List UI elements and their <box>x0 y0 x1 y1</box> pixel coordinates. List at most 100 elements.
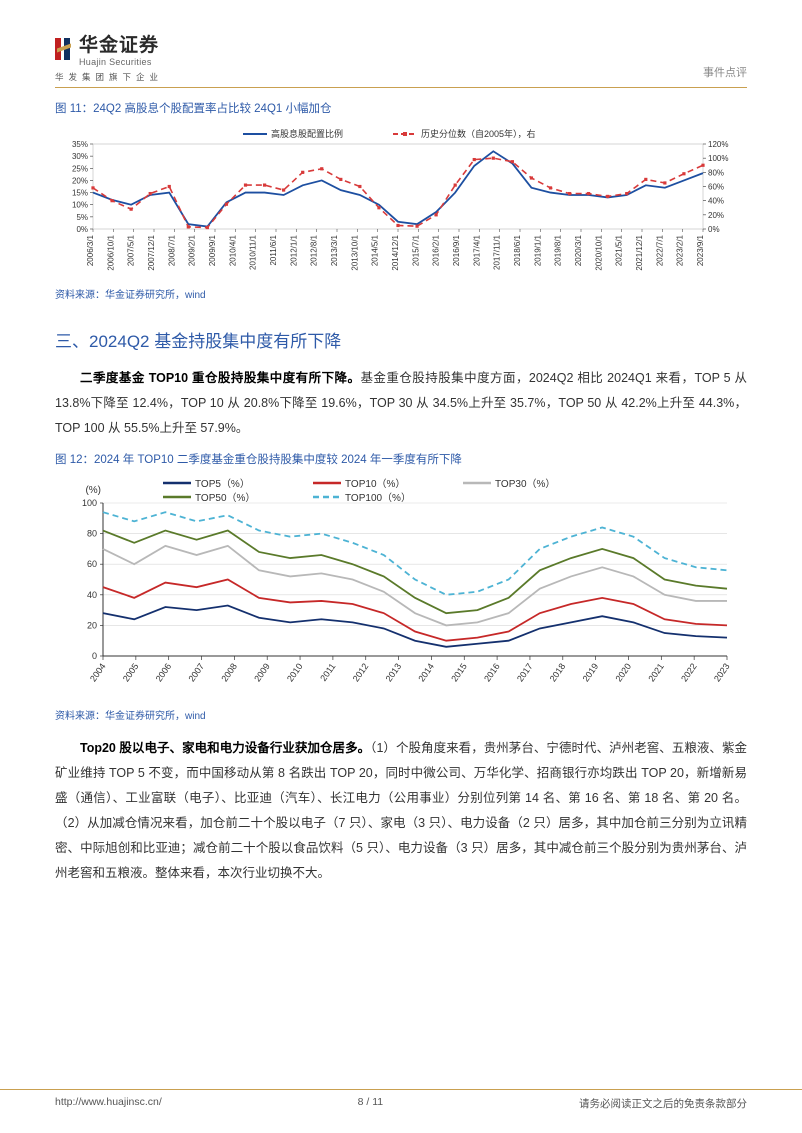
svg-text:2013/10/1: 2013/10/1 <box>350 234 359 270</box>
svg-text:100: 100 <box>82 498 97 508</box>
svg-text:30%: 30% <box>72 152 88 161</box>
svg-text:2021/5/1: 2021/5/1 <box>615 234 624 266</box>
svg-text:2023/9/1: 2023/9/1 <box>696 234 705 266</box>
svg-text:2023: 2023 <box>712 661 732 683</box>
svg-text:2010: 2010 <box>285 661 305 683</box>
svg-text:2004: 2004 <box>88 661 108 683</box>
svg-text:2012: 2012 <box>351 661 371 683</box>
section3-para1: 二季度基金 TOP10 重仓股持股集中度有所下降。基金重仓股持股集中度方面，20… <box>55 366 747 441</box>
svg-text:80%: 80% <box>708 168 724 177</box>
svg-text:2008: 2008 <box>219 661 239 683</box>
svg-text:2020/3/1: 2020/3/1 <box>574 234 583 266</box>
svg-text:2006/10/1: 2006/10/1 <box>106 234 115 270</box>
svg-text:2016: 2016 <box>482 661 502 683</box>
svg-text:历史分位数（自2005年），右: 历史分位数（自2005年），右 <box>421 128 536 139</box>
para2-lead: Top20 股以电子、家电和电力设备行业获加仓居多。 <box>80 741 370 755</box>
svg-text:15%: 15% <box>72 189 88 198</box>
logo-icon <box>55 38 73 60</box>
svg-text:2009/9/1: 2009/9/1 <box>208 234 217 266</box>
svg-text:2007: 2007 <box>186 661 206 683</box>
svg-text:2006/3/1: 2006/3/1 <box>86 234 95 266</box>
svg-text:20%: 20% <box>72 176 88 185</box>
logo-en: Huajin Securities <box>79 57 159 67</box>
svg-text:(%): (%) <box>85 485 101 496</box>
svg-text:25%: 25% <box>72 164 88 173</box>
section3-title: 三、2024Q2 基金持股集中度有所下降 <box>55 327 747 352</box>
svg-text:2007/12/1: 2007/12/1 <box>147 234 156 270</box>
svg-text:2015/7/1: 2015/7/1 <box>411 234 420 266</box>
fig12-source: 资料来源：华金证券研究所，wind <box>55 707 747 722</box>
svg-text:2008/7/1: 2008/7/1 <box>167 234 176 266</box>
svg-text:2021: 2021 <box>646 661 666 683</box>
fig11-chart: 0% 5% 10% 15% 20% 25% 30% 35% 0% 20% 40% 60% 80% 100%… <box>55 122 747 282</box>
svg-text:2020: 2020 <box>613 661 633 683</box>
para2: Top20 股以电子、家电和电力设备行业获加仓居多。（1）个股角度来看，贵州茅台… <box>55 736 747 886</box>
svg-text:2018: 2018 <box>548 661 568 683</box>
svg-text:2011: 2011 <box>318 661 337 683</box>
svg-text:100%: 100% <box>708 154 728 163</box>
svg-text:2018/6/1: 2018/6/1 <box>513 234 522 266</box>
svg-text:120%: 120% <box>708 140 728 149</box>
page-footer: http://www.huajinsc.cn/ 8 / 11 请务必阅读正文之后… <box>0 1089 802 1111</box>
svg-text:80: 80 <box>87 529 97 539</box>
header-doc-type: 事件点评 <box>703 64 747 80</box>
svg-text:2012/1/1: 2012/1/1 <box>289 234 298 266</box>
svg-text:20%: 20% <box>708 211 724 220</box>
svg-text:10%: 10% <box>72 201 88 210</box>
svg-text:2014: 2014 <box>416 661 436 683</box>
logo-cn: 华金证券 <box>79 30 159 57</box>
svg-text:2005: 2005 <box>121 661 141 683</box>
fig12-chart: (%) 0 20 40 60 80 100 2004 2005 2006 2007 2008 2009 2… <box>55 473 747 703</box>
svg-text:2010/4/1: 2010/4/1 <box>228 234 237 266</box>
svg-text:2014/12/1: 2014/12/1 <box>391 234 400 270</box>
page-header: 华金证券 Huajin Securities 华发集团旗下企业 事件点评 <box>55 30 747 88</box>
svg-text:0%: 0% <box>76 225 88 234</box>
svg-text:TOP100（%）: TOP100（%） <box>345 492 411 504</box>
svg-text:40: 40 <box>87 590 97 600</box>
svg-text:2012/8/1: 2012/8/1 <box>310 234 319 266</box>
svg-text:0: 0 <box>92 651 97 661</box>
svg-text:2019/8/1: 2019/8/1 <box>554 234 563 266</box>
fig12-title: 图 12：2024 年 TOP10 二季度基金重仓股持股集中度较 2024 年一… <box>55 451 747 467</box>
svg-text:高股息股配置比例: 高股息股配置比例 <box>271 128 343 139</box>
svg-text:2007/5/1: 2007/5/1 <box>127 234 136 266</box>
svg-text:60%: 60% <box>708 183 724 192</box>
svg-text:2017/4/1: 2017/4/1 <box>472 234 481 266</box>
fig11-title: 图 11：24Q2 高股息个股配置率占比较 24Q1 小幅加仓 <box>55 100 747 116</box>
svg-text:2020/10/1: 2020/10/1 <box>594 234 603 270</box>
svg-text:2022/7/1: 2022/7/1 <box>655 234 664 266</box>
para2-rest: （1）个股角度来看，贵州茅台、宁德时代、泸州老窖、五粮液、紫金矿业维持 TOP … <box>55 741 747 880</box>
svg-text:2023/2/1: 2023/2/1 <box>676 234 685 266</box>
svg-text:TOP5（%）: TOP5（%） <box>195 478 250 490</box>
svg-text:2016/2/1: 2016/2/1 <box>432 234 441 266</box>
svg-text:2022: 2022 <box>679 661 699 683</box>
svg-text:TOP10（%）: TOP10（%） <box>345 478 405 490</box>
svg-text:2014/5/1: 2014/5/1 <box>371 234 380 266</box>
svg-text:2009: 2009 <box>252 661 272 683</box>
fig11-source: 资料来源：华金证券研究所，wind <box>55 286 747 301</box>
svg-text:35%: 35% <box>72 140 88 149</box>
footer-url: http://www.huajinsc.cn/ <box>55 1096 162 1111</box>
svg-text:60: 60 <box>87 559 97 569</box>
logo-block: 华金证券 Huajin Securities 华发集团旗下企业 <box>55 30 163 83</box>
svg-text:2009/2/1: 2009/2/1 <box>188 234 197 266</box>
svg-text:20: 20 <box>87 620 97 630</box>
svg-text:0%: 0% <box>708 225 720 234</box>
svg-text:TOP50（%）: TOP50（%） <box>195 492 255 504</box>
svg-text:2011/6/1: 2011/6/1 <box>269 234 278 265</box>
svg-text:2015: 2015 <box>449 661 469 683</box>
svg-text:2019/1/1: 2019/1/1 <box>533 234 542 266</box>
svg-text:2006: 2006 <box>154 661 174 683</box>
para1-lead: 二季度基金 TOP10 重仓股持股集中度有所下降。 <box>80 371 360 385</box>
footer-disclaimer: 请务必阅读正文之后的免责条款部分 <box>579 1096 747 1111</box>
svg-text:5%: 5% <box>76 213 88 222</box>
svg-text:2019: 2019 <box>581 661 601 683</box>
footer-page: 8 / 11 <box>358 1096 384 1111</box>
svg-text:2013: 2013 <box>384 661 404 683</box>
logo-subtitle: 华发集团旗下企业 <box>55 71 163 83</box>
svg-text:40%: 40% <box>708 197 724 206</box>
svg-text:2010/11/1: 2010/11/1 <box>249 234 258 270</box>
svg-text:2017/11/1: 2017/11/1 <box>493 234 502 270</box>
svg-text:2016/9/1: 2016/9/1 <box>452 234 461 266</box>
svg-text:2021/12/1: 2021/12/1 <box>635 234 644 270</box>
